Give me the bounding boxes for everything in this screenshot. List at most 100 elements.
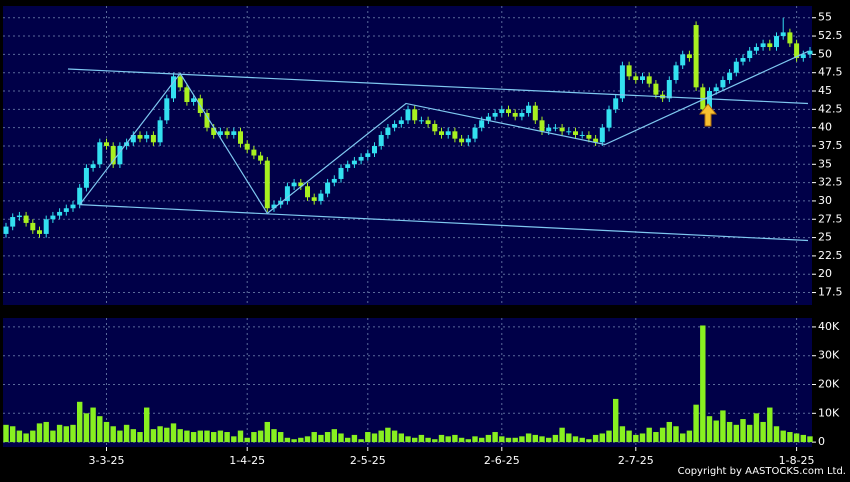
y-tick-label: 25 — [818, 231, 832, 244]
candle-body — [733, 61, 739, 73]
volume-bar — [311, 432, 317, 443]
volume-bar — [405, 436, 411, 443]
candle-body — [532, 105, 538, 121]
volume-bar — [418, 434, 425, 443]
candle-body — [372, 145, 377, 154]
y-tick-label: 22.5 — [818, 249, 843, 262]
volume-bar — [425, 437, 431, 443]
candle-body — [130, 134, 136, 143]
volume-bar — [673, 426, 679, 443]
volume-bar — [197, 430, 203, 443]
volume-bar — [237, 430, 244, 443]
volume-bar — [103, 421, 110, 443]
volume-bar — [150, 429, 157, 443]
candle-body — [526, 105, 532, 113]
volume-bar — [110, 426, 116, 443]
candle-body — [244, 143, 250, 150]
volume-bar — [264, 421, 270, 443]
candle-body — [787, 32, 793, 44]
candle-body — [633, 76, 639, 81]
candle-body — [392, 123, 398, 128]
volume-bar — [164, 427, 170, 443]
candle-body — [519, 112, 525, 117]
volume-bar — [251, 432, 257, 443]
candle-body — [472, 127, 478, 139]
volume-bar — [90, 407, 96, 443]
volume-bar — [284, 437, 291, 443]
volume-bar — [351, 434, 358, 443]
volume-bar — [807, 436, 813, 443]
volume-bar — [50, 430, 56, 443]
candle-body — [211, 127, 217, 135]
candle-body — [378, 134, 384, 146]
candle-body — [97, 142, 103, 165]
candle-body — [238, 131, 243, 144]
x-tick-label: 2-6-25 — [484, 454, 520, 467]
volume-bar — [338, 433, 344, 443]
volume-bar — [77, 401, 83, 443]
candle-body — [566, 131, 572, 133]
volume-bar — [30, 430, 36, 443]
volume-bar — [331, 429, 337, 443]
volume-bar — [170, 423, 177, 443]
volume-bar — [552, 434, 559, 443]
candle-body — [137, 134, 143, 139]
candle-body — [90, 164, 96, 168]
candle-body — [606, 109, 612, 128]
volume-bar — [700, 325, 706, 443]
y-tick-label: 50 — [818, 47, 832, 60]
volume-bar — [626, 430, 632, 443]
volume-bar — [271, 429, 277, 443]
volume-bar — [572, 436, 579, 443]
candle-body — [465, 138, 471, 143]
volume-bar — [800, 434, 806, 443]
candle-body — [439, 131, 444, 135]
volume-bar — [123, 424, 130, 443]
volume-bar — [184, 430, 190, 443]
volume-bar — [720, 410, 726, 443]
volume-bar — [666, 421, 672, 443]
candle-body — [418, 120, 424, 122]
candle-body — [345, 164, 351, 168]
volume-bar — [760, 421, 766, 443]
volume-tick-label: 30K — [818, 349, 840, 362]
candle-body — [800, 54, 806, 59]
candle-body — [298, 182, 304, 187]
candle-body — [224, 131, 230, 135]
candle-body — [459, 138, 465, 143]
volume-bar — [291, 439, 297, 443]
volume-bar — [525, 433, 532, 443]
candle-body — [385, 127, 391, 135]
candle-body — [552, 127, 558, 129]
candle-body — [499, 109, 505, 113]
volume-bar — [298, 437, 304, 443]
candle-body — [191, 98, 197, 103]
volume-bar — [278, 432, 284, 443]
volume-bar — [613, 398, 619, 443]
candle-body — [70, 204, 76, 209]
volume-bar — [458, 437, 465, 443]
volume-bar — [83, 413, 90, 443]
volume-bar — [130, 429, 136, 443]
trend-line — [67, 68, 809, 105]
volume-bar — [412, 437, 418, 443]
volume-bar — [793, 433, 800, 443]
volume-bar — [157, 426, 163, 443]
volume-bar — [479, 437, 485, 443]
volume-bar — [117, 430, 123, 443]
volume-bar — [773, 426, 780, 443]
volume-bar — [137, 432, 143, 443]
volume-bar — [646, 427, 652, 443]
y-tick-label: 20 — [818, 267, 832, 280]
candle-body — [144, 134, 150, 139]
candle-body — [546, 127, 552, 132]
y-tick-label: 30 — [818, 194, 832, 207]
volume-bar — [23, 433, 29, 443]
candle-body — [177, 76, 183, 88]
candle-body — [204, 112, 210, 128]
arrow-shape — [698, 103, 718, 127]
x-tick-label: 1-8-25 — [779, 454, 815, 467]
volume-bar — [546, 437, 552, 443]
volume-bar — [224, 432, 230, 443]
